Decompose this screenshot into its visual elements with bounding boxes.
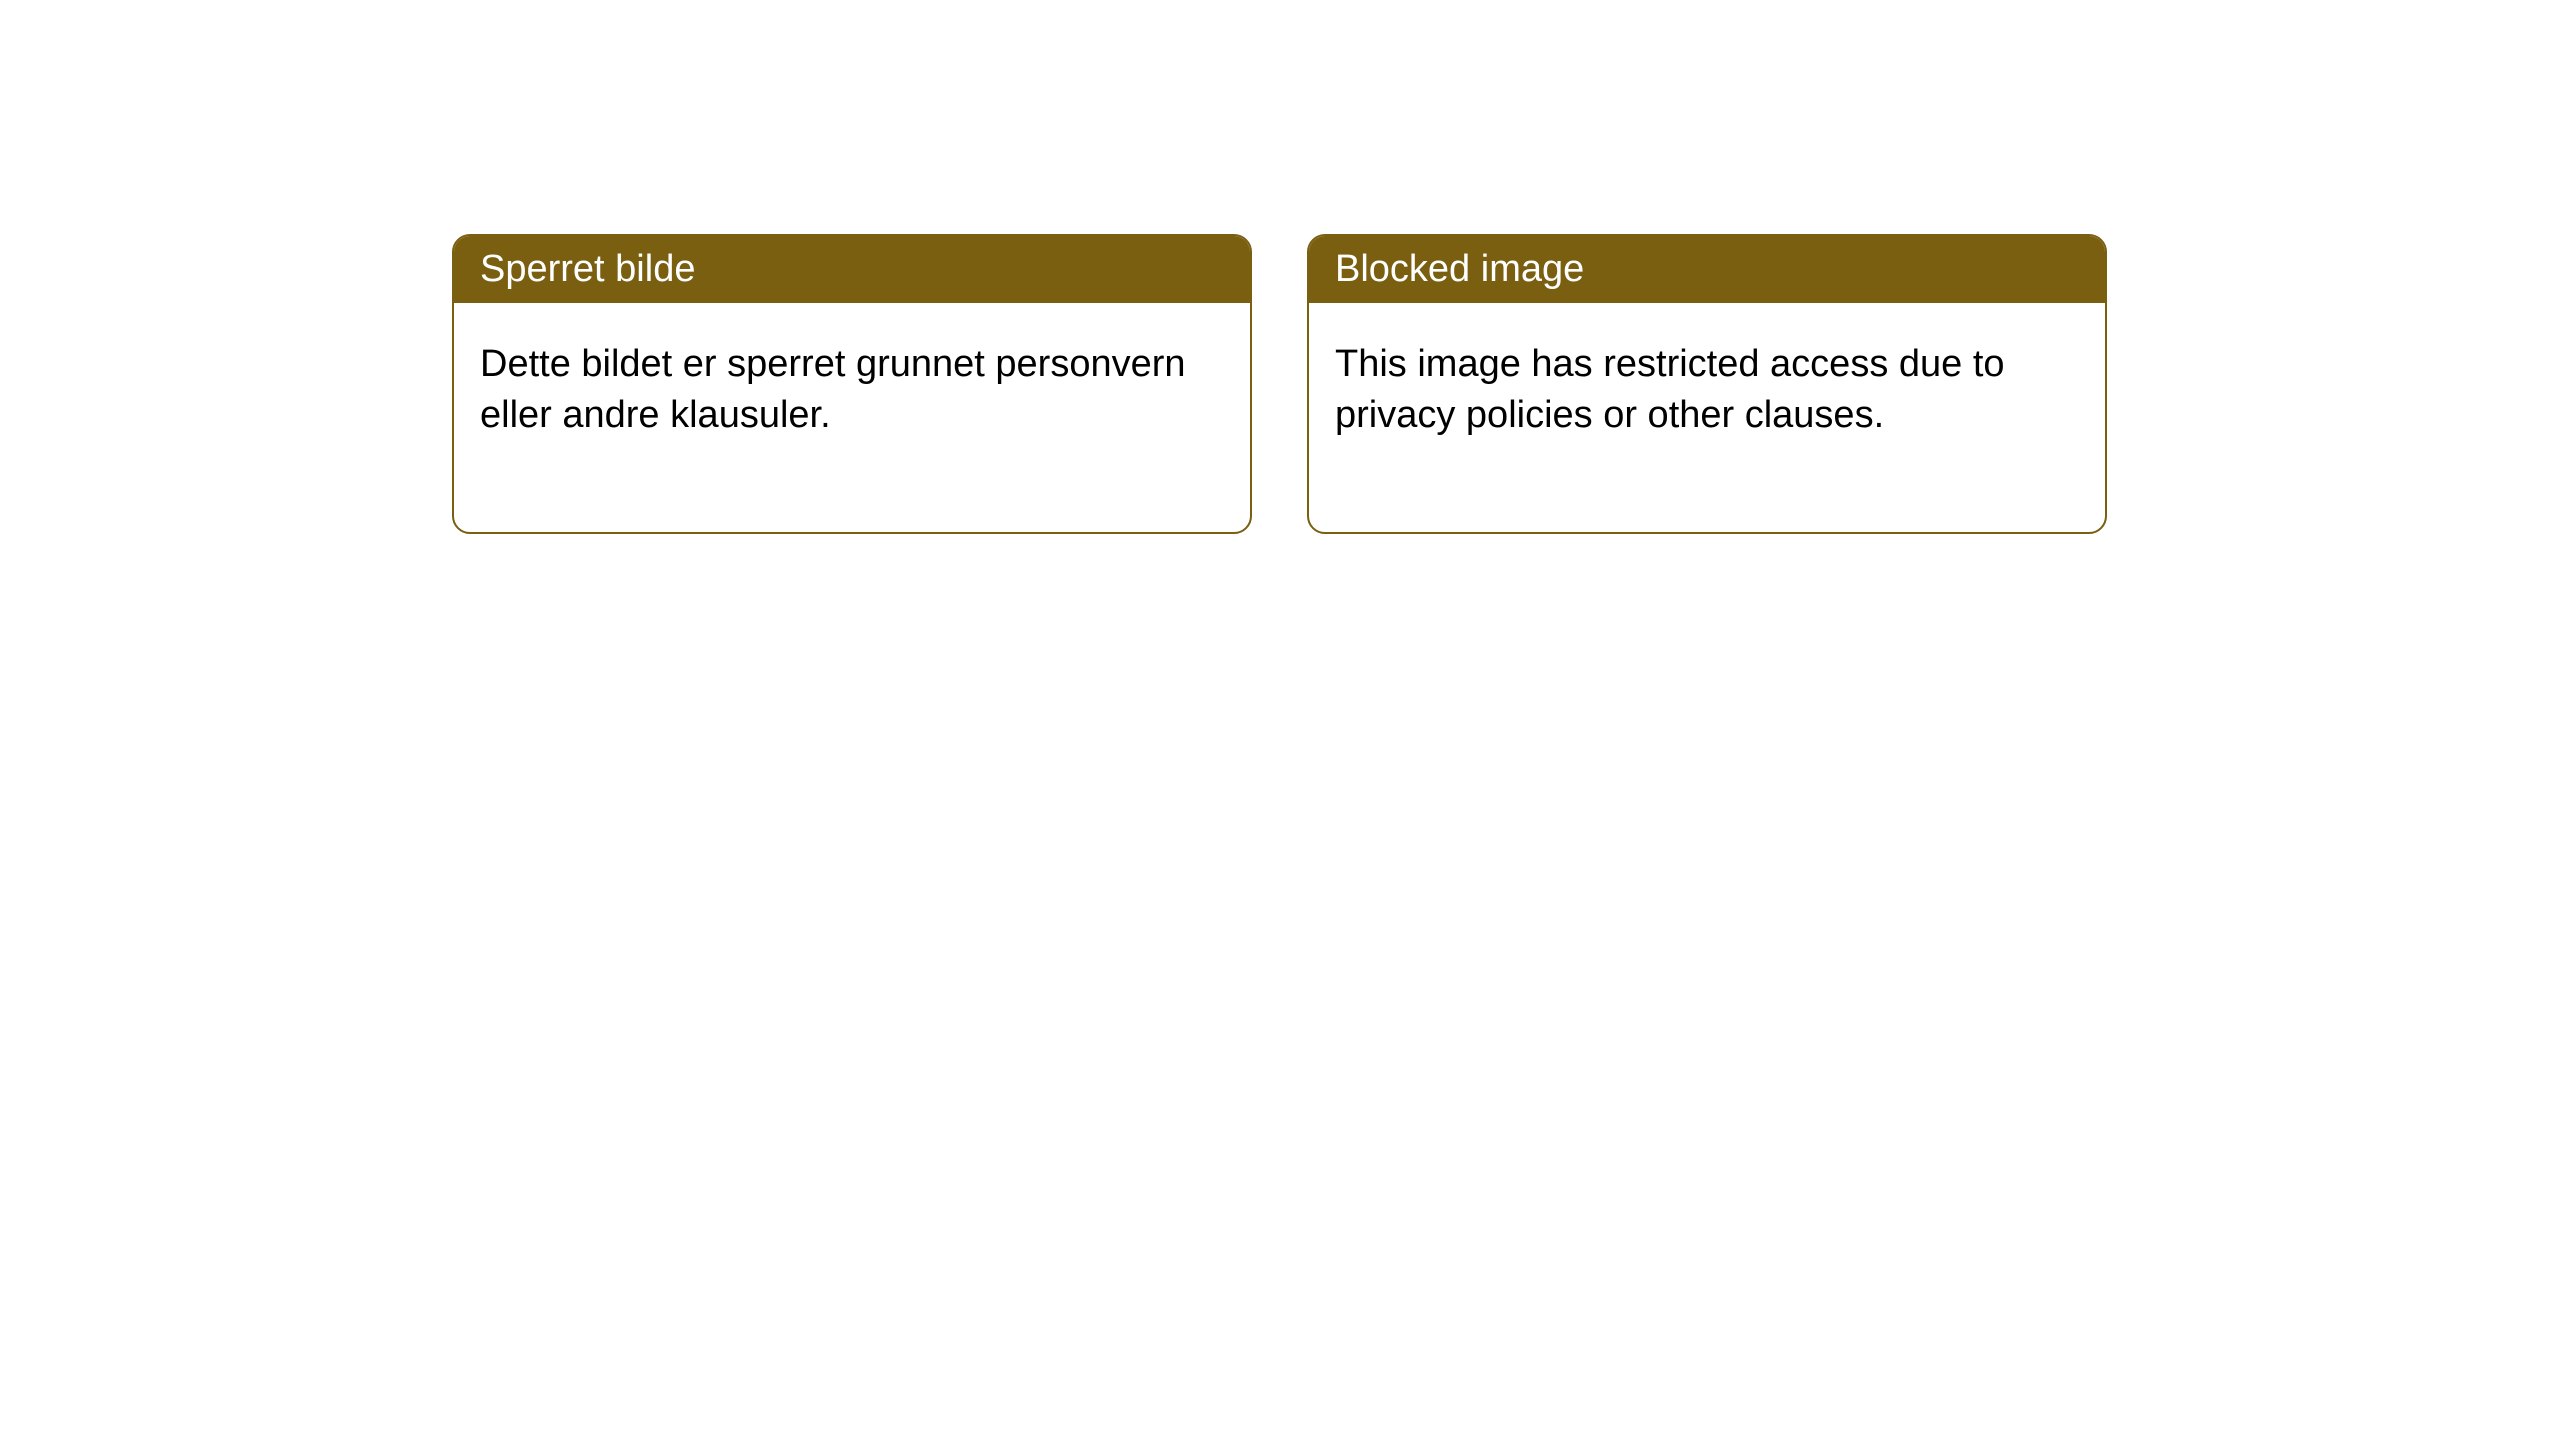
card-body-en: This image has restricted access due to … xyxy=(1309,303,2105,532)
card-title-no: Sperret bilde xyxy=(480,248,695,290)
blocked-image-card-en: Blocked image This image has restricted … xyxy=(1307,234,2107,534)
card-header-no: Sperret bilde xyxy=(454,236,1250,303)
blocked-image-card-no: Sperret bilde Dette bildet er sperret gr… xyxy=(452,234,1252,534)
notice-container: Sperret bilde Dette bildet er sperret gr… xyxy=(452,234,2107,534)
card-header-en: Blocked image xyxy=(1309,236,2105,303)
card-message-no: Dette bildet er sperret grunnet personve… xyxy=(480,343,1186,436)
card-title-en: Blocked image xyxy=(1335,248,1584,290)
card-message-en: This image has restricted access due to … xyxy=(1335,343,2005,436)
card-body-no: Dette bildet er sperret grunnet personve… xyxy=(454,303,1250,532)
